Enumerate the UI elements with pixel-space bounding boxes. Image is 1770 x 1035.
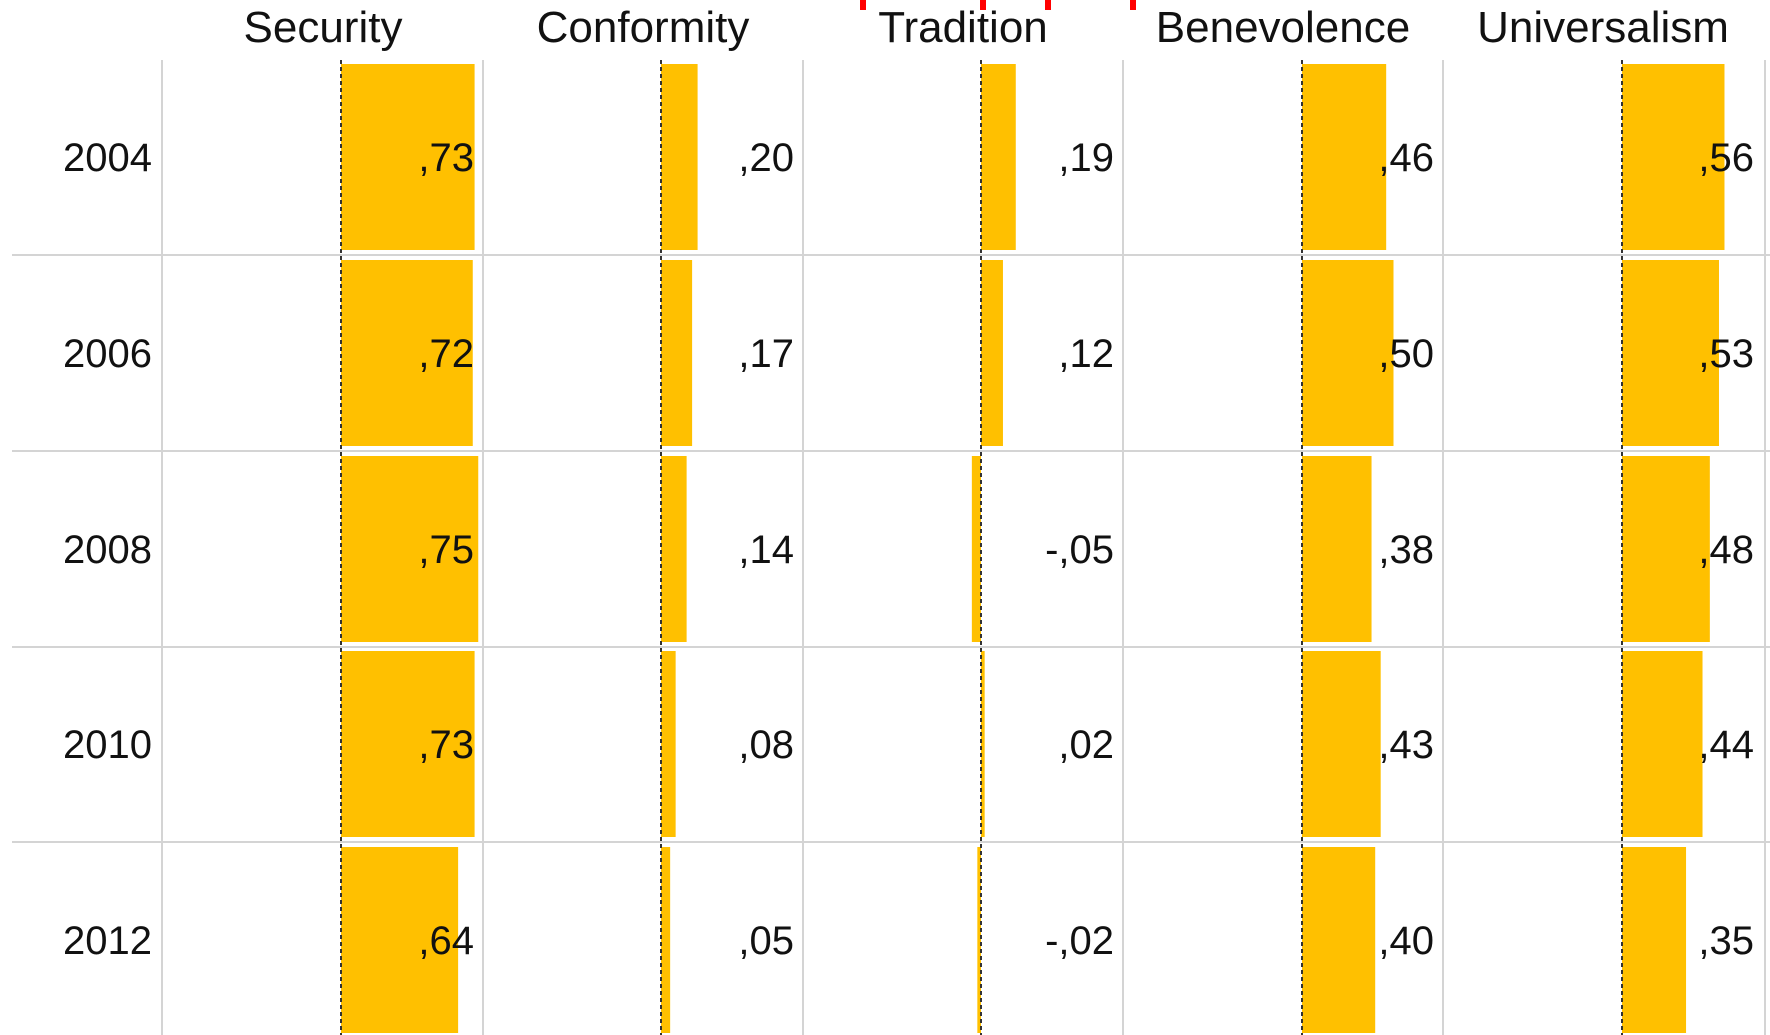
row-label-2006: 2006: [63, 332, 152, 376]
value-label-conformity-2010: ,08: [738, 723, 794, 767]
value-label-benevolence-2008: ,38: [1378, 528, 1434, 572]
value-label-universalism-2012: ,35: [1698, 919, 1754, 963]
value-label-universalism-2006: ,53: [1698, 332, 1754, 376]
value-label-tradition-2010: ,02: [1058, 723, 1114, 767]
value-label-conformity-2012: ,05: [738, 919, 794, 963]
bar-universalism-2008: [1622, 456, 1710, 642]
bar-conformity-2004: [661, 64, 698, 250]
value-label-benevolence-2004: ,46: [1378, 136, 1434, 180]
column-header-conformity: Conformity: [537, 3, 750, 52]
value-label-security-2004: ,73: [418, 136, 474, 180]
value-label-tradition-2006: ,12: [1058, 332, 1114, 376]
value-label-universalism-2008: ,48: [1698, 528, 1754, 572]
bar-tradition-2012: [977, 847, 981, 1033]
bar-universalism-2012: [1622, 847, 1687, 1033]
bar-benevolence-2012: [1302, 847, 1376, 1033]
value-label-security-2012: ,64: [418, 919, 474, 963]
row-label-2008: 2008: [63, 528, 152, 572]
value-label-conformity-2004: ,20: [738, 136, 794, 180]
value-label-benevolence-2012: ,40: [1378, 919, 1434, 963]
bar-benevolence-2008: [1302, 456, 1372, 642]
bar-tradition-2004: [981, 64, 1016, 250]
bar-security-2010: [341, 651, 475, 837]
bar-benevolence-2010: [1302, 651, 1381, 837]
bar-benevolence-2004: [1302, 64, 1387, 250]
column-header-benevolence: Benevolence: [1156, 3, 1410, 52]
bar-conformity-2012: [661, 847, 671, 1033]
bar-tradition-2010: [981, 651, 985, 837]
bar-conformity-2006: [661, 260, 693, 446]
value-label-universalism-2004: ,56: [1698, 136, 1754, 180]
bar-conformity-2008: [661, 456, 687, 642]
value-label-benevolence-2010: ,43: [1378, 723, 1434, 767]
column-header-tradition: Tradition: [878, 3, 1048, 52]
bar-security-2012: [341, 847, 459, 1033]
bar-tradition-2008: [971, 456, 981, 642]
value-label-security-2006: ,72: [418, 332, 474, 376]
column-header-universalism: Universalism: [1477, 3, 1729, 52]
bar-security-2004: [341, 64, 475, 250]
value-label-security-2010: ,73: [418, 723, 474, 767]
bar-tradition-2006: [981, 260, 1003, 446]
value-label-tradition-2004: ,19: [1058, 136, 1114, 180]
row-label-2010: 2010: [63, 723, 152, 767]
bar-universalism-2004: [1622, 64, 1725, 250]
value-label-tradition-2008: -,05: [1045, 528, 1114, 572]
value-label-conformity-2008: ,14: [738, 528, 794, 572]
column-header-security: Security: [244, 3, 403, 52]
value-label-conformity-2006: ,17: [738, 332, 794, 376]
row-label-2012: 2012: [63, 919, 152, 963]
value-label-universalism-2010: ,44: [1698, 723, 1754, 767]
bar-conformity-2010: [661, 651, 676, 837]
bar-security-2006: [341, 260, 473, 446]
value-label-tradition-2012: -,02: [1045, 919, 1114, 963]
value-label-benevolence-2006: ,50: [1378, 332, 1434, 376]
value-label-security-2008: ,75: [418, 528, 474, 572]
bar-security-2008: [341, 456, 479, 642]
bar-universalism-2006: [1622, 260, 1719, 446]
bar-benevolence-2006: [1302, 260, 1394, 446]
bar-universalism-2010: [1622, 651, 1703, 837]
row-label-2004: 2004: [63, 136, 152, 180]
